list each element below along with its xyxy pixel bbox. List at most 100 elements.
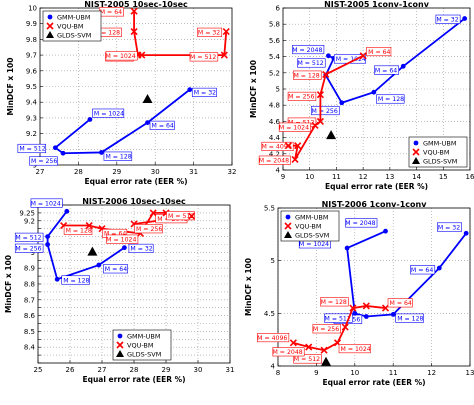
data-point <box>381 304 390 312</box>
legend-label: GMM-UBM <box>127 333 160 341</box>
data-label-box <box>14 243 44 253</box>
y-tick-label: 9.5 <box>26 83 37 91</box>
x-tick-label: 28 <box>74 168 83 176</box>
data-label: M = 256 <box>31 158 57 165</box>
data-point <box>187 87 193 93</box>
data-point <box>371 89 377 95</box>
data-label: M = 128 <box>94 30 120 37</box>
data-label: M = 64 <box>100 9 122 16</box>
data-point <box>222 27 230 36</box>
data-label-box <box>437 222 462 232</box>
y-tick-label: 4.8 <box>269 102 280 110</box>
data-label: M = 2048 <box>259 157 289 164</box>
x-tick-label: 31 <box>189 168 198 176</box>
data-label: M = 1024 <box>279 124 309 131</box>
data-label: M = 64 <box>368 49 390 56</box>
data-label: M = 256 <box>15 246 41 253</box>
legend-marker <box>116 341 124 349</box>
data-label: M = 512 <box>294 356 320 363</box>
chart-title: NIST-2006 1conv-1conv <box>322 200 428 209</box>
y-tick-label: 6 <box>276 5 281 13</box>
data-label: M = 1024 <box>106 53 136 60</box>
legend-marker <box>116 350 124 357</box>
x-tick-label: 11 <box>332 173 341 181</box>
x-tick-label: 29 <box>162 366 171 374</box>
data-point <box>220 51 228 59</box>
data-label: M = 256 <box>311 108 337 115</box>
data-point <box>390 311 396 317</box>
data-label: M = 32 <box>436 17 458 24</box>
chart-title: NIST-2006 10sec-10sec <box>82 197 186 206</box>
x-tick-label: 30 <box>151 168 160 176</box>
data-point <box>341 323 349 331</box>
data-label: M = 128 <box>63 277 89 284</box>
chart-title: NIST-2005 1conv-1conv <box>324 0 430 9</box>
x-tick-label: 13 <box>466 369 474 377</box>
data-label: M = 64 <box>104 231 126 238</box>
data-point <box>294 142 302 150</box>
data-label-box <box>197 27 223 37</box>
x-tick-label: 12 <box>359 173 368 181</box>
data-label-box <box>257 333 290 343</box>
data-label: M = 128 <box>378 96 404 103</box>
x-axis-label: Equal error rate (EER %) <box>82 375 185 384</box>
series-line <box>293 305 386 352</box>
legend-marker <box>117 333 123 339</box>
data-label: M = 128 <box>321 299 347 306</box>
data-label: M = 512 <box>168 213 194 220</box>
y-tick-label: 4.5 <box>264 310 275 318</box>
series-vqu-bm: M = 64 M = 128 M = 256 M = 512 M = 1024 M = 2… <box>258 46 392 165</box>
legend-label: VQU-BM <box>423 149 450 157</box>
data-point <box>462 16 468 21</box>
data-label-box <box>338 344 371 354</box>
data-label: M = 32 <box>130 246 152 253</box>
data-label-box <box>387 298 413 308</box>
data-label-box <box>103 264 128 274</box>
data-label: M = 1024 <box>94 110 124 117</box>
data-label-box <box>272 347 305 357</box>
y-tick-label: 4 <box>276 167 281 175</box>
y-tick-label: 10 <box>28 5 37 13</box>
legend-marker <box>46 31 54 38</box>
x-tick-label: 11 <box>389 369 398 377</box>
legend-marker <box>413 140 419 146</box>
x-axis-label: Equal error rate (EER %) <box>84 177 187 186</box>
y-tick-label: 5.5 <box>264 205 275 213</box>
data-label-box <box>292 44 325 55</box>
y-tick-label: 9.2 <box>26 130 37 138</box>
data-label-box <box>128 243 154 253</box>
data-label: M = 128 <box>397 315 423 322</box>
data-label-box <box>395 313 424 323</box>
data-point <box>326 53 331 59</box>
data-label-box <box>189 52 219 62</box>
legend-label: GMM-UBM <box>295 214 328 222</box>
data-label: M = 512 <box>190 54 216 61</box>
y-tick-label: 8.5 <box>24 328 35 336</box>
x-tick-label: 29 <box>112 168 121 176</box>
data-point <box>316 91 324 99</box>
y-tick-label: 4.2 <box>269 150 280 158</box>
data-label-box <box>105 51 138 61</box>
data-label: M = 32 <box>438 224 460 231</box>
y-tick-label: 9.2 <box>24 217 35 225</box>
data-label: M = 2048 <box>292 47 322 54</box>
y-axis-label: MinDCF x 100 <box>6 58 15 116</box>
series-glds-svm <box>321 356 331 366</box>
data-point <box>339 100 345 106</box>
data-label-box <box>103 151 133 161</box>
data-label: M = 1024 <box>31 200 61 207</box>
data-label: M = 4096 <box>257 335 287 342</box>
x-tick-label: 26 <box>66 366 75 374</box>
legend-label: GLDS-SVM <box>295 232 329 240</box>
data-label: M = 128 <box>293 72 319 79</box>
y-tick-label: 5.6 <box>269 37 281 45</box>
data-label-box <box>258 155 291 165</box>
series-gmm-ubm: M = 1024 M = 512 M = 256 M = 128 M = 64 M = 3… <box>14 198 154 285</box>
data-label-box <box>261 141 294 151</box>
data-label: M = 64 <box>105 266 127 273</box>
data-label-box <box>29 156 58 166</box>
